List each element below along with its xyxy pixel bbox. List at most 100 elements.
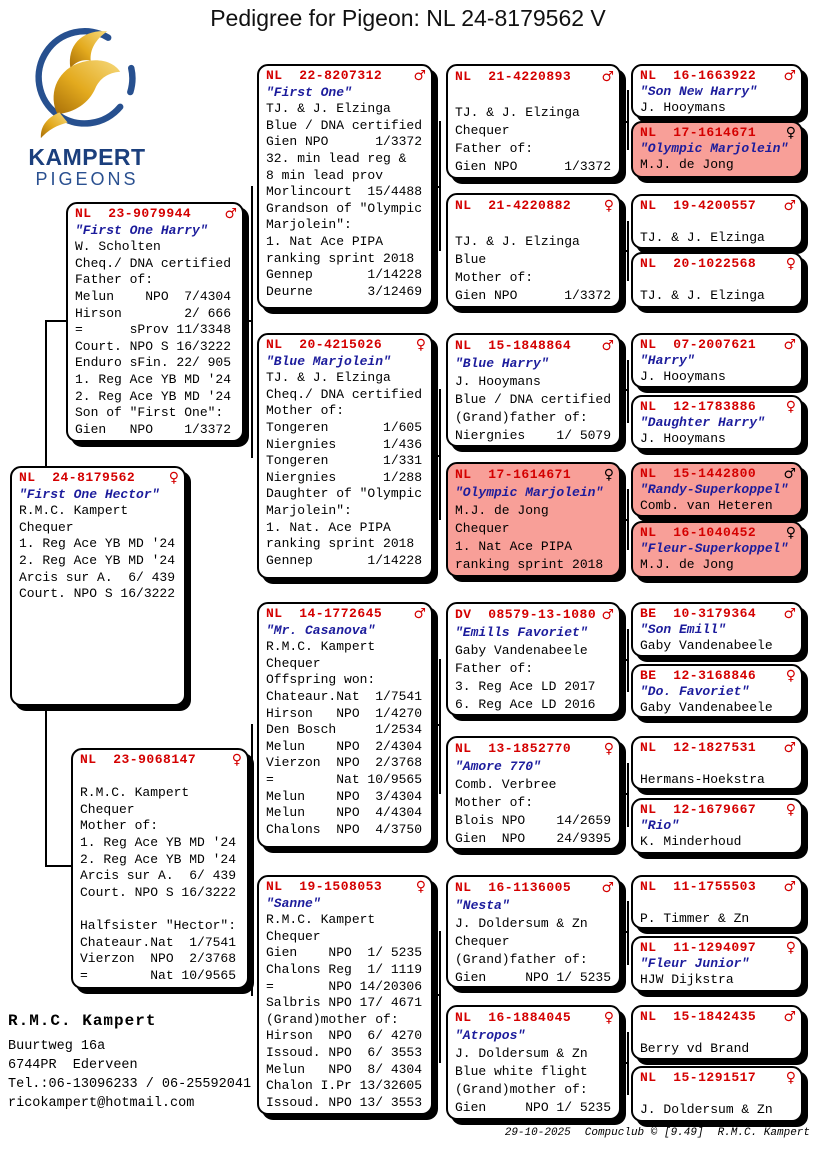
ring-row: NL 16-1136005 ♂ — [455, 879, 614, 897]
pigeon-detail-line: Chalons Reg 1/ 1119 — [266, 961, 423, 977]
pigeon-detail-line: = sProv 11/3348 — [75, 322, 232, 338]
pigeon-detail-line: J. Doldersum & Zn — [455, 1046, 588, 1061]
pigeon-box-NL-15-1848864: NL 15-1848864 ♂ "Blue Harry" J. Hooymans B… — [446, 333, 621, 447]
pigeon-detail-line: Melun NPO 8/ 4304 — [266, 1061, 423, 1077]
pigeon-name: "Harry" — [640, 353, 695, 368]
pigeon-detail-line: Father of: — [455, 141, 534, 156]
ring-row: NL 24-8179562 ♀ — [19, 470, 179, 487]
pigeon-detail-line: Gennep 1/14228 — [266, 267, 423, 283]
female-icon: ♀ — [603, 198, 614, 214]
pigeon-detail-line: M.J. de Jong — [640, 557, 734, 572]
pigeon-detail-line: (Grand)father of: — [455, 952, 588, 967]
pedigree-connector-line — [439, 931, 441, 1063]
male-icon: ♂ — [601, 880, 614, 896]
ring-row: NL 16-1040452 ♀ — [640, 525, 796, 541]
pigeon-name: "Son New Harry" — [640, 84, 758, 99]
pigeon-name — [640, 1025, 796, 1041]
contact-address2: 6744PR Ederveen — [8, 1058, 138, 1073]
pedigree-connector-line — [627, 489, 629, 550]
pedigree-connector-line — [433, 724, 441, 726]
ring-number: NL 16-1040452 — [640, 525, 757, 540]
pigeon-detail-line: Marjolein": — [266, 217, 352, 233]
logo-brand-text: KAMPERT — [28, 144, 146, 170]
pigeon-detail-line: Gien NPO 1/3372 — [455, 159, 612, 174]
pigeon-box-NL-12-1783886: NL 12-1783886 ♀ "Daughter Harry" J. Hooym… — [631, 395, 803, 450]
pigeon-detail-line: Court. NPO S 16/3222 — [75, 338, 232, 354]
male-icon: ♂ — [783, 879, 796, 895]
pigeon-detail-line: Niergnies 1/ 5079 — [455, 428, 612, 443]
footer-owner: R.M.C. Kampert — [717, 1127, 810, 1139]
pigeon-name: "Son Emill" — [640, 622, 726, 637]
pigeon-name: "Nesta" — [455, 898, 510, 913]
pigeon-detail-line: Cheq./ DNA certified — [75, 255, 232, 271]
female-icon: ♀ — [231, 752, 242, 768]
pigeon-box-NL-21-4220882: NL 21-4220882 ♀ TJ. & J. Elzinga Blue Mothe… — [446, 193, 621, 308]
contact-name: R.M.C. Kampert — [8, 1012, 157, 1030]
pigeon-box-NL-14-1772645: NL 14-1772645 ♂ "Mr. Casanova" R.M.C. Kam… — [257, 602, 433, 848]
pedigree-connector-line — [627, 90, 629, 150]
ring-number: NL 17-1614671 — [640, 125, 757, 140]
pigeon-detail-line: R.M.C. Kampert — [266, 912, 376, 928]
pigeon-box-NL-15-1291517: NL 15-1291517 ♀ J. Doldersum & Zn — [631, 1066, 803, 1122]
contact-address1: Buurtweg 16a — [8, 1039, 106, 1054]
pedigree-connector-line — [251, 724, 253, 996]
ring-row: NL 20-4215026 ♀ — [266, 337, 426, 354]
pigeon-detail-line: Niergnies 1/288 — [266, 469, 423, 485]
pedigree-connector-line — [439, 121, 441, 251]
pigeon-detail-line: ranking sprint 2018 — [266, 250, 415, 266]
pigeon-name: "Amore 770" — [455, 759, 541, 774]
pigeon-detail-line: J. Doldersum & Zn — [640, 1102, 773, 1117]
female-icon: ♀ — [785, 1070, 796, 1086]
pigeon-name — [640, 895, 796, 911]
pigeon-box-NL-24-8179562: NL 24-8179562 ♀ "First One Hector" R.M.C.… — [10, 466, 186, 706]
ring-number: DV 08579-13-1080 — [455, 607, 597, 622]
pigeon-detail-line: Gaby Vandenabeele — [640, 700, 773, 715]
pigeon-name: "Fleur Junior" — [640, 956, 750, 971]
female-icon: ♀ — [415, 337, 426, 353]
pigeon-detail-line: Blue — [455, 252, 487, 267]
ring-number: NL 19-4200557 — [640, 198, 757, 213]
pigeon-detail-line: Vierzon NPO 2/3768 — [266, 755, 423, 771]
pigeon-detail-line: HJW Dijkstra — [640, 972, 734, 987]
pigeon-detail-line: 2. Reg Ace YB MD '24 — [19, 552, 176, 568]
male-icon: ♂ — [601, 69, 614, 85]
pigeon-detail-line: R.M.C. Kampert — [266, 639, 376, 655]
ring-row: NL 20-1022568 ♀ — [640, 256, 796, 272]
female-icon: ♀ — [785, 940, 796, 956]
contact-phone: Tel.:06-13096233 / 06-25592041 — [8, 1077, 252, 1092]
pigeon-detail-line: J. Hooymans — [455, 374, 541, 389]
male-icon: ♂ — [783, 198, 796, 214]
pedigree-connector-line — [621, 931, 628, 933]
pedigree-connector-line — [244, 320, 253, 322]
pedigree-connector-line — [45, 320, 47, 466]
logo-sub-text: PIGEONS — [35, 169, 139, 189]
contact-block: R.M.C. Kampert Buurtweg 16a 6744PR Ederv… — [8, 1012, 251, 1113]
pigeon-detail-line: Salbris NPO 17/ 4671 — [266, 995, 423, 1011]
pedigree-connector-line — [621, 250, 628, 252]
male-icon: ♂ — [413, 606, 426, 622]
pigeon-box-NL-16-1663922: NL 16-1663922 ♂ "Son New Harry" J. Hooyma… — [631, 64, 803, 118]
pigeon-detail-line: Chalons NPO 4/3750 — [266, 821, 423, 837]
pigeon-detail-line: Melun NPO 4/4304 — [266, 805, 423, 821]
ring-row: NL 12-1783886 ♀ — [640, 399, 796, 415]
pigeon-detail-line: Tongeren 1/331 — [266, 453, 423, 469]
male-icon: ♂ — [783, 68, 796, 84]
pigeon-detail-line: Berry vd Brand — [640, 1041, 750, 1056]
pigeon-detail-line: R.M.C. Kampert — [80, 785, 190, 801]
pigeon-detail-line: Mother of: — [266, 403, 345, 419]
pigeon-detail-line: ranking sprint 2018 — [455, 557, 604, 572]
pigeon-detail-line: 1. Nat. Ace PIPA — [266, 519, 391, 535]
pigeon-detail-line: K. Minderhoud — [640, 834, 742, 849]
ring-number: NL 23-9068147 — [80, 752, 197, 767]
pigeon-detail-line: M.J. de Jong — [640, 157, 734, 172]
ring-number: NL 11-1294097 — [640, 940, 757, 955]
pigeon-detail-line: Morlincourt 15/4488 — [266, 184, 423, 200]
pigeon-detail-line: (Grand)mother of: — [266, 1011, 399, 1027]
ring-number: BE 10-3179364 — [640, 606, 757, 621]
pigeon-detail-line: Chateaur.Nat 1/7541 — [80, 934, 237, 950]
ring-row: NL 15-1442800 ♂ — [640, 466, 796, 482]
pedigree-connector-line — [45, 706, 47, 867]
ring-number: NL 16-1136005 — [455, 880, 572, 895]
pigeon-detail-line: Mother of: — [455, 270, 534, 285]
